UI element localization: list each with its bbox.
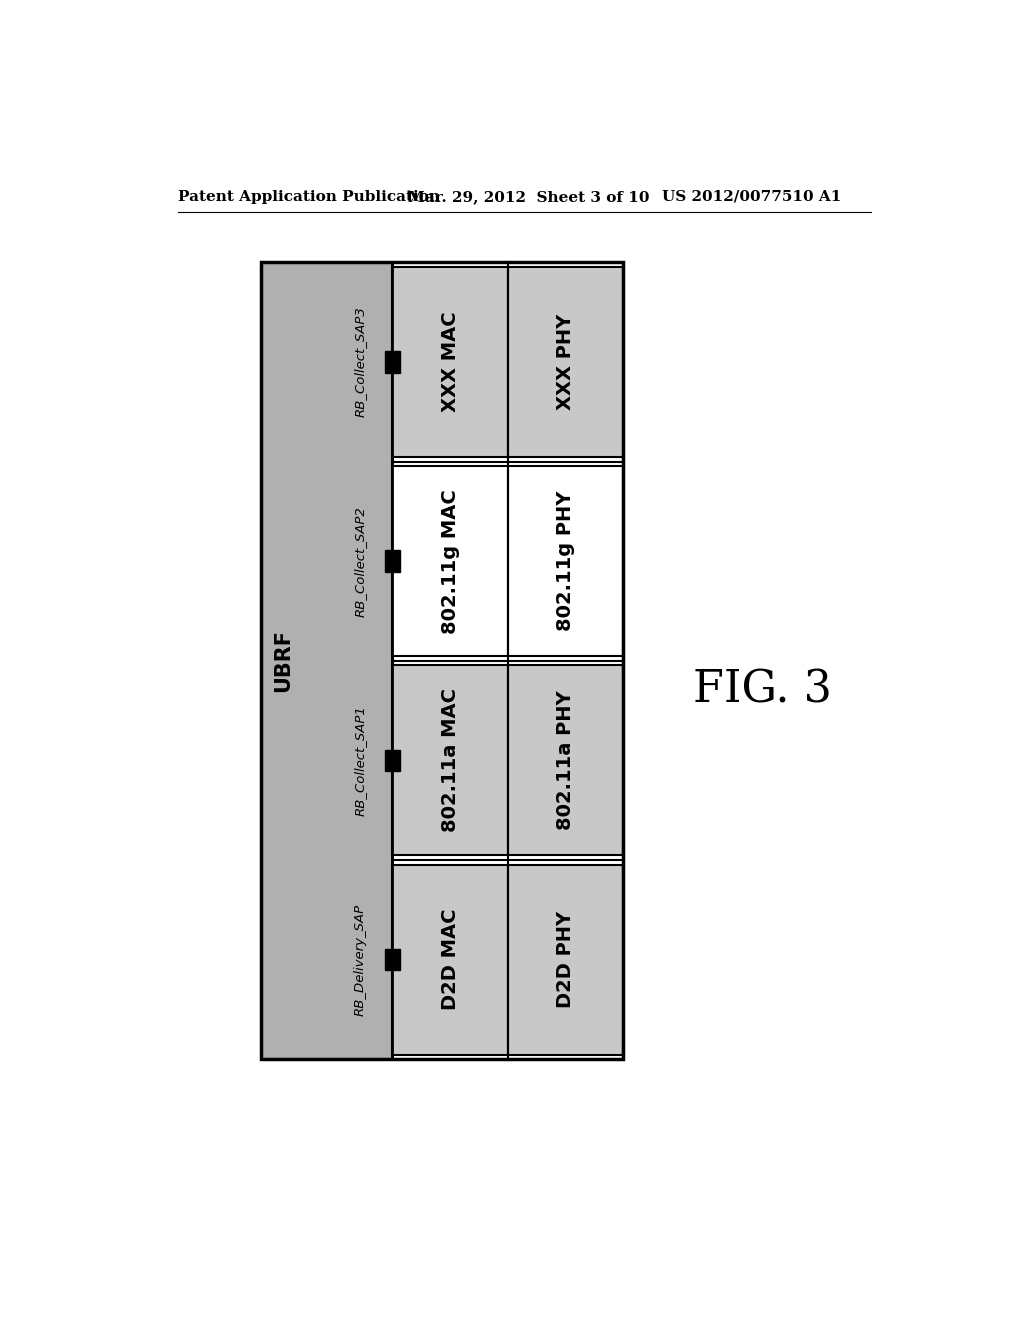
Text: RB_Delivery_SAP: RB_Delivery_SAP <box>353 904 367 1016</box>
Text: Patent Application Publication: Patent Application Publication <box>178 190 440 203</box>
Bar <box>508 267 624 457</box>
Bar <box>508 665 624 855</box>
Text: XXX PHY: XXX PHY <box>556 314 575 411</box>
Text: UBRF: UBRF <box>273 630 293 692</box>
Bar <box>392 267 508 457</box>
Bar <box>392 865 508 1055</box>
Bar <box>261 263 624 1059</box>
Bar <box>261 263 392 1059</box>
Text: D2D PHY: D2D PHY <box>556 911 575 1008</box>
Text: 802.11g PHY: 802.11g PHY <box>556 491 575 631</box>
Text: XXX MAC: XXX MAC <box>440 312 460 412</box>
Text: 802.11a MAC: 802.11a MAC <box>440 689 460 833</box>
Bar <box>508 466 624 656</box>
Text: RB_Collect_SAP3: RB_Collect_SAP3 <box>353 306 367 417</box>
Bar <box>385 351 400 372</box>
Text: FIG. 3: FIG. 3 <box>692 668 831 711</box>
Text: 802.11g MAC: 802.11g MAC <box>440 488 460 634</box>
Bar <box>392 466 508 656</box>
Text: RB_Collect_SAP1: RB_Collect_SAP1 <box>353 705 367 816</box>
Text: D2D MAC: D2D MAC <box>440 909 460 1010</box>
Text: RB_Collect_SAP2: RB_Collect_SAP2 <box>353 506 367 616</box>
Text: Mar. 29, 2012  Sheet 3 of 10: Mar. 29, 2012 Sheet 3 of 10 <box>408 190 649 203</box>
Text: US 2012/0077510 A1: US 2012/0077510 A1 <box>662 190 842 203</box>
Bar <box>392 665 508 855</box>
Bar <box>508 865 624 1055</box>
Text: 802.11a PHY: 802.11a PHY <box>556 690 575 830</box>
Bar <box>385 750 400 771</box>
Bar <box>385 949 400 970</box>
Bar <box>385 550 400 572</box>
